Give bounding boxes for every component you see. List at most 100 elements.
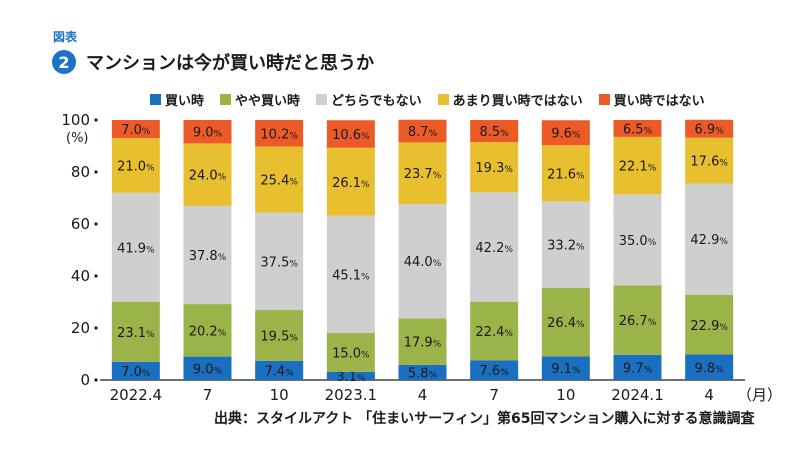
bar-value-label: 24.0% — [189, 169, 227, 184]
bar-value-label: 6.9% — [695, 123, 725, 138]
x-tick-label: 4 — [704, 386, 714, 404]
y-axis-unit: (%) — [66, 131, 89, 146]
legend-swatch-buy-now — [150, 94, 161, 105]
source-note: 出典：スタイルアクト 「住まいサーフィン」第65回マンション購入に対する意識調査 — [214, 411, 755, 427]
bar-value-label: 9.0% — [193, 362, 223, 377]
chart-title: マンションは今が買い時だと思うか — [86, 53, 374, 74]
bar-value-label: 9.6% — [551, 127, 581, 142]
bar-segment — [183, 205, 232, 305]
legend-item-somewhat-not: あまり買い時ではない — [437, 90, 583, 109]
bar-segment — [111, 301, 160, 362]
bar-value-label: 44.0% — [404, 255, 442, 270]
bar-segment — [613, 285, 662, 355]
bar-value-label: 22.9% — [690, 319, 728, 334]
bar-value-label: 23.1% — [117, 326, 155, 341]
bar-value-label: 23.7% — [404, 167, 442, 182]
bar-value-label: 10.6% — [332, 128, 370, 143]
y-tick-label: 60 — [71, 215, 90, 233]
bar-value-label: 21.6% — [547, 167, 585, 182]
bar-segment — [398, 142, 447, 204]
y-tick-mark — [94, 378, 98, 382]
x-tick-label: 7 — [489, 386, 499, 404]
bar-segment — [398, 318, 447, 365]
bar-value-label: 7.0% — [121, 123, 151, 138]
bar-value-label: 22.1% — [619, 160, 657, 175]
bar-value-label: 33.2% — [547, 239, 585, 254]
bar-segment — [183, 143, 232, 206]
y-tick-mark — [94, 170, 98, 174]
bar-value-label: 9.0% — [193, 126, 223, 141]
bar-value-label: 8.7% — [408, 125, 438, 140]
bar-value-label: 5.8% — [408, 366, 438, 381]
bar-segment — [541, 356, 590, 380]
x-tick-label: 10 — [270, 386, 289, 404]
bar-value-label: 3.1% — [336, 370, 366, 385]
bar-value-label: 9.8% — [695, 361, 725, 376]
bar-segment — [326, 332, 375, 372]
y-tick-label: 0 — [80, 371, 90, 389]
legend-swatch-somewhat-not — [437, 94, 449, 105]
legend-label-somewhat-buy: やや買い時 — [235, 94, 301, 109]
bar-segment — [111, 120, 160, 139]
bar-value-label: 41.9% — [117, 241, 155, 256]
legend-swatch-somewhat-buy — [220, 94, 232, 105]
bar-segment — [685, 183, 734, 295]
bar-value-label: 17.9% — [404, 336, 442, 351]
bar-segment — [255, 212, 304, 311]
bar-value-label: 19.5% — [260, 329, 298, 344]
bar-value-label: 42.2% — [475, 241, 513, 256]
bar-segment — [685, 137, 734, 184]
legend-swatch-not-buy — [598, 94, 610, 105]
legend-label-somewhat-not: あまり買い時ではない — [452, 94, 583, 109]
bar-segment — [398, 119, 447, 143]
legend-label-buy-now: 買い時 — [165, 94, 205, 109]
y-tick-mark — [94, 274, 98, 278]
chart-legend: 買い時 やや買い時 どちらでもない あまり買い時ではない 買い時ではない — [150, 90, 705, 109]
bar-value-label: 15.0% — [332, 346, 370, 361]
bar-value-label: 26.1% — [332, 176, 370, 191]
bar-segment — [111, 138, 160, 193]
bar-segment — [398, 364, 447, 380]
bar-value-label: 45.1% — [332, 268, 370, 283]
bar-segment — [613, 194, 662, 286]
y-tick-label: 40 — [71, 267, 90, 285]
bar-segment — [255, 120, 304, 147]
x-tick-label: 4 — [418, 386, 428, 404]
figure-number-badge: 2 — [52, 50, 76, 74]
bar-value-label: 25.4% — [260, 174, 298, 189]
bar-segment — [470, 142, 519, 193]
bar-segment — [326, 120, 375, 148]
bar-segment — [613, 120, 662, 137]
bar-segment — [685, 354, 734, 380]
bar-value-label: 19.3% — [475, 161, 513, 176]
x-tick-label: 7 — [203, 386, 213, 404]
legend-label-neutral: どちらでもない — [331, 94, 422, 109]
bar-segment — [255, 310, 304, 361]
bar-value-label: 17.6% — [690, 155, 728, 170]
bar-value-label: 37.5% — [260, 255, 298, 270]
bar-segment — [183, 304, 232, 357]
bar-value-label: 7.4% — [265, 364, 295, 379]
bar-segment — [326, 371, 375, 380]
figure-label: 図表 — [53, 30, 78, 44]
x-tick-label: 2022.4 — [110, 386, 163, 404]
bar-value-label: 10.2% — [260, 127, 298, 142]
bar-segment — [398, 203, 447, 319]
bar-segment — [255, 146, 304, 213]
bar-segment — [326, 215, 375, 333]
bar-segment — [326, 147, 375, 216]
y-tick-mark — [94, 118, 98, 122]
bar-segment — [613, 136, 662, 195]
bar-segment — [685, 119, 734, 138]
bar-value-label: 9.7% — [623, 361, 653, 376]
bar-segment — [255, 360, 304, 380]
bar-segment — [111, 192, 160, 302]
bar-value-label: 7.6% — [480, 364, 510, 379]
legend-label-not-buy: 買い時ではない — [613, 94, 705, 109]
legend-item-neutral: どちらでもない — [316, 90, 422, 109]
bar-segment — [541, 145, 590, 202]
x-tick-label: 10 — [556, 386, 575, 404]
bar-segment — [541, 120, 590, 146]
bar-segment — [111, 361, 160, 380]
